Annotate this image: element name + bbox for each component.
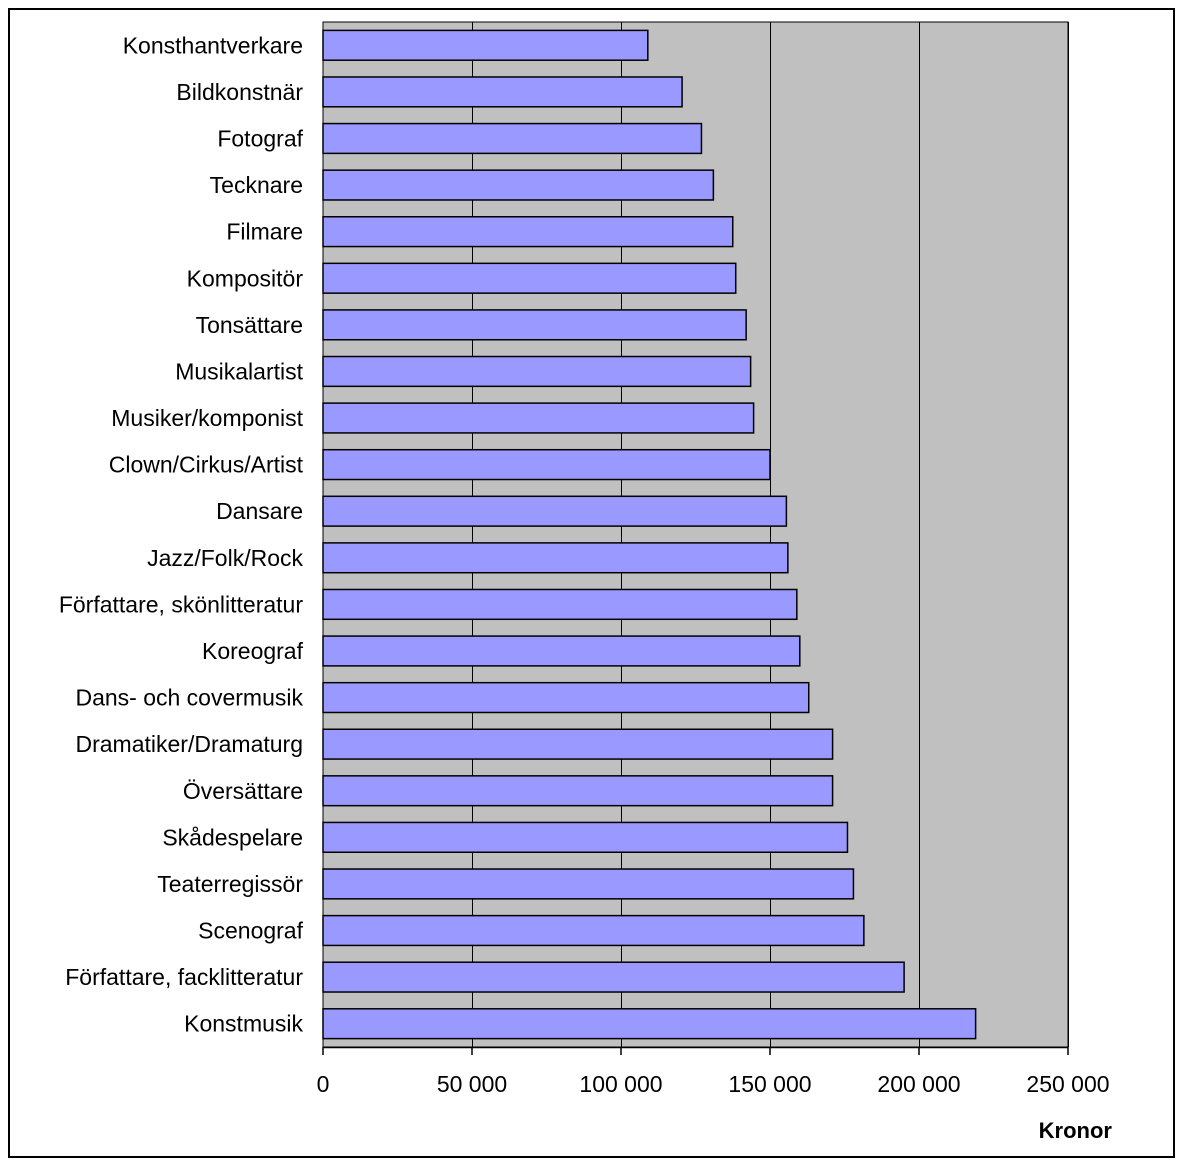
category-label: Bildkonstnär [176,79,303,105]
x-tick-label: 200 000 [877,1071,960,1097]
category-label: Dansare [216,498,303,524]
bar [322,635,801,667]
bar [322,588,798,621]
category-label: Dramatiker/Dramaturg [76,731,304,757]
bar [322,169,715,201]
bar [322,309,747,341]
category-labels: Konsthantverkare Bildkonstnär Fotograf Teck… [59,32,304,1036]
x-tick-label: 150 000 [728,1071,811,1097]
category-label: Musikalartist [175,358,303,384]
x-tick-label: 50 000 [437,1071,507,1097]
bar [322,542,789,574]
bar [322,961,905,993]
category-label: Skådespelare [162,824,303,850]
category-label: Konsthantverkare [123,32,303,58]
category-label: Författare, skönlitteratur [59,591,303,617]
bar [322,728,834,760]
x-tick-label: 250 000 [1026,1071,1109,1097]
bar [322,29,649,61]
category-label: Scenograf [198,918,303,944]
x-tick-label: 100 000 [579,1071,662,1097]
bar [322,681,810,714]
bars [322,29,977,1040]
category-label: Jazz/Folk/Rock [147,545,303,571]
category-label: Dans- och covermusik [75,685,303,711]
bar [322,868,855,900]
category-label: Koreograf [202,638,304,664]
category-label: Musiker/komponist [111,405,303,431]
bar [322,775,834,807]
x-axis-ticks: 0 50 000 100 000 150 000 200 000 250 000 [317,1047,1110,1097]
bar [322,76,683,108]
bar [322,355,752,388]
bar [322,821,849,854]
bar [322,216,734,248]
bar [322,262,737,294]
bar [322,448,771,481]
bar [322,914,865,947]
category-label: Tecknare [210,172,303,198]
x-axis-title: Kronor [1039,1118,1113,1143]
bar [322,495,788,527]
bar [322,122,703,155]
category-label: Konstmusik [184,1011,303,1037]
x-tick-label: 0 [317,1071,330,1097]
category-label: Författare, facklitteratur [65,964,303,990]
category-label: Teaterregissör [157,871,303,897]
bar [322,1008,977,1040]
category-label: Översättare [183,778,303,804]
category-label: Tonsättare [196,312,303,338]
category-label: Fotograf [217,125,303,151]
category-label: Clown/Cirkus/Artist [109,452,304,478]
category-label: Filmare [226,219,303,245]
category-label: Kompositör [187,265,304,291]
bar [322,402,755,434]
